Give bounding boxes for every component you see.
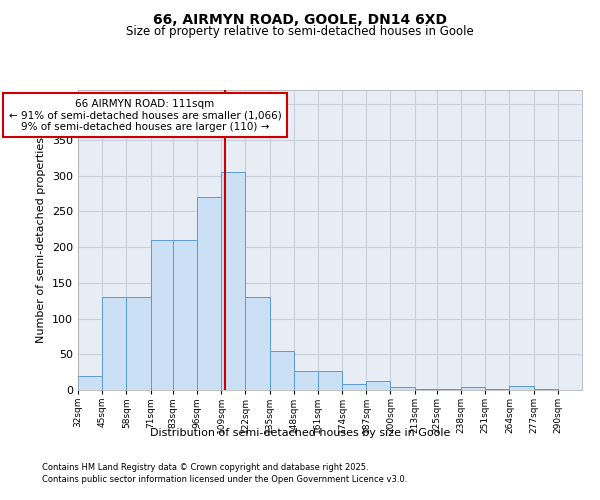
Bar [391,387,415,390]
Bar [342,384,366,390]
Text: Contains public sector information licensed under the Open Government Licence v3: Contains public sector information licen… [42,474,407,484]
Bar [151,240,173,390]
Bar [197,197,221,390]
Bar [461,387,485,390]
Bar [173,240,197,390]
Bar [269,350,294,390]
Bar [318,370,342,390]
Bar [78,376,102,390]
Bar [221,172,245,390]
Bar [102,297,127,390]
Bar [509,386,533,390]
Text: 66, AIRMYN ROAD, GOOLE, DN14 6XD: 66, AIRMYN ROAD, GOOLE, DN14 6XD [153,12,447,26]
Y-axis label: Number of semi-detached properties: Number of semi-detached properties [37,137,46,343]
Text: Size of property relative to semi-detached houses in Goole: Size of property relative to semi-detach… [126,25,474,38]
Bar [127,297,151,390]
Text: Contains HM Land Registry data © Crown copyright and database right 2025.: Contains HM Land Registry data © Crown c… [42,464,368,472]
Text: 66 AIRMYN ROAD: 111sqm
← 91% of semi-detached houses are smaller (1,066)
9% of s: 66 AIRMYN ROAD: 111sqm ← 91% of semi-det… [8,98,281,132]
Bar [294,370,318,390]
Bar [366,382,391,390]
Text: Distribution of semi-detached houses by size in Goole: Distribution of semi-detached houses by … [150,428,450,438]
Bar [245,297,269,390]
